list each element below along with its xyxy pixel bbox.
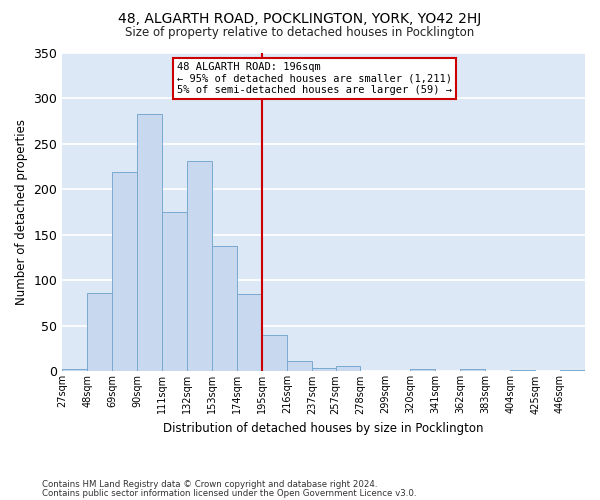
Bar (162, 212, 187, 372)
Bar (460, 368, 485, 372)
Y-axis label: Number of detached properties: Number of detached properties (15, 119, 28, 305)
Bar (410, 368, 436, 372)
Bar (560, 370, 585, 372)
Text: Contains public sector information licensed under the Open Government Licence v3: Contains public sector information licen… (42, 490, 416, 498)
Bar (187, 161, 212, 372)
Bar (137, 114, 162, 372)
Bar (212, 246, 237, 372)
Text: 48 ALGARTH ROAD: 196sqm
← 95% of detached houses are smaller (1,211)
5% of semi-: 48 ALGARTH ROAD: 196sqm ← 95% of detache… (177, 62, 452, 96)
Bar (237, 294, 262, 372)
X-axis label: Distribution of detached houses by size in Pocklington: Distribution of detached houses by size … (163, 422, 484, 435)
Bar (510, 370, 535, 372)
Text: 48, ALGARTH ROAD, POCKLINGTON, YORK, YO42 2HJ: 48, ALGARTH ROAD, POCKLINGTON, YORK, YO4… (118, 12, 482, 26)
Text: Contains HM Land Registry data © Crown copyright and database right 2024.: Contains HM Land Registry data © Crown c… (42, 480, 377, 489)
Bar (112, 172, 137, 372)
Bar (62, 368, 87, 372)
Bar (87, 293, 112, 372)
Bar (262, 335, 287, 372)
Bar (312, 368, 337, 372)
Text: Size of property relative to detached houses in Pocklington: Size of property relative to detached ho… (125, 26, 475, 39)
Bar (335, 366, 361, 372)
Bar (287, 362, 312, 372)
